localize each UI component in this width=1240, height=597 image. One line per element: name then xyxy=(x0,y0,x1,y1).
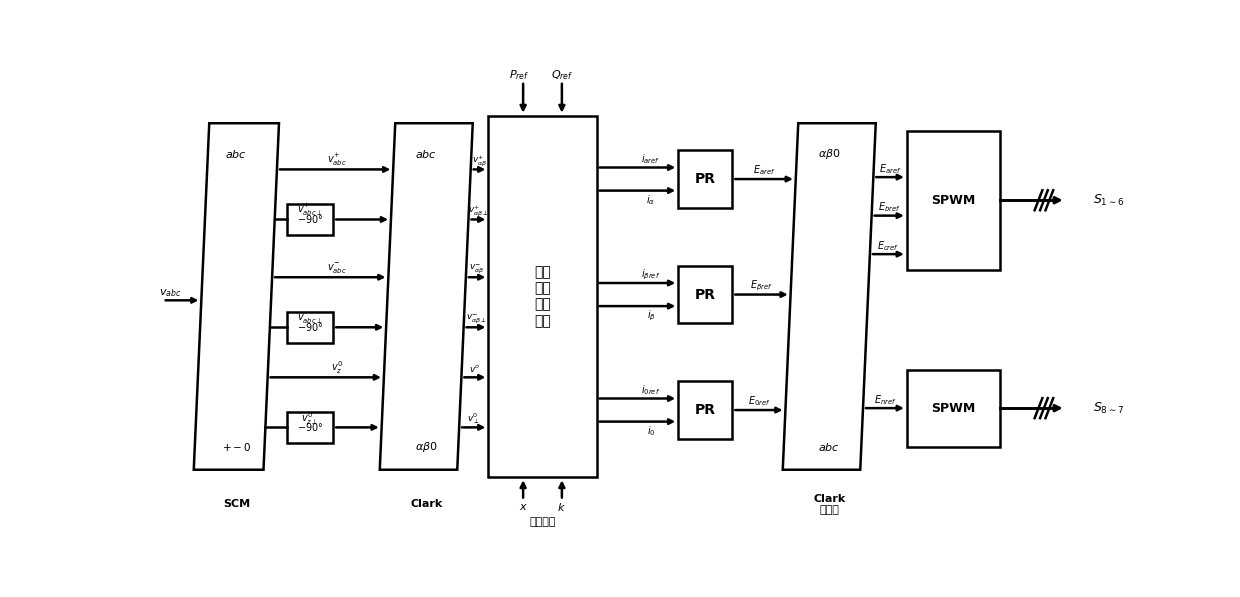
Text: 参考
电流
计算
单元: 参考 电流 计算 单元 xyxy=(534,265,551,328)
Text: $v_{\alpha\beta}^{-}$: $v_{\alpha\beta}^{-}$ xyxy=(470,263,485,275)
Text: $k$: $k$ xyxy=(558,501,567,513)
Text: Clark: Clark xyxy=(410,499,443,509)
Bar xyxy=(286,412,334,443)
Bar xyxy=(489,116,596,478)
Text: $E_{aref}$: $E_{aref}$ xyxy=(753,164,775,177)
Text: $i_{\beta}$: $i_{\beta}$ xyxy=(646,308,656,322)
Text: $E_{nref}$: $E_{nref}$ xyxy=(873,393,897,407)
Text: SPWM: SPWM xyxy=(931,402,976,415)
Text: $v^{o}$: $v^{o}$ xyxy=(469,364,480,374)
Polygon shape xyxy=(782,123,875,470)
Text: $-90°$: $-90°$ xyxy=(296,321,324,333)
Text: $-90°$: $-90°$ xyxy=(296,421,324,433)
Text: $v_{abc}^{+}$: $v_{abc}^{+}$ xyxy=(327,152,347,168)
Text: $i_{\alpha}$: $i_{\alpha}$ xyxy=(646,193,656,207)
Text: $v_{z\perp}^{0}$: $v_{z\perp}^{0}$ xyxy=(301,410,319,426)
Text: $x$: $x$ xyxy=(518,501,527,512)
Text: $P_{ref}$: $P_{ref}$ xyxy=(510,69,529,82)
Text: $i_{0}$: $i_{0}$ xyxy=(647,424,655,438)
Polygon shape xyxy=(193,123,279,470)
Text: SCM: SCM xyxy=(223,499,250,509)
Text: PR: PR xyxy=(694,288,715,301)
Text: $\alpha\beta0$: $\alpha\beta0$ xyxy=(818,147,841,161)
Text: $E_{\beta ref}$: $E_{\beta ref}$ xyxy=(750,279,773,293)
Text: $i_{0ref}$: $i_{0ref}$ xyxy=(641,383,661,397)
Text: $Q_{ref}$: $Q_{ref}$ xyxy=(551,69,573,82)
Text: $v_{abc\perp}^{-}$: $v_{abc\perp}^{-}$ xyxy=(298,311,322,325)
Text: $v_{\alpha\beta}^{+}$: $v_{\alpha\beta}^{+}$ xyxy=(471,153,487,168)
Text: $E_{aref}$: $E_{aref}$ xyxy=(879,162,901,176)
Polygon shape xyxy=(379,123,472,470)
Text: $E_{bref}$: $E_{bref}$ xyxy=(878,200,900,214)
Text: $E_{0ref}$: $E_{0ref}$ xyxy=(748,395,770,408)
Bar xyxy=(678,381,733,439)
Text: $abc$: $abc$ xyxy=(415,148,438,160)
Text: $i_{aref}$: $i_{aref}$ xyxy=(641,152,661,166)
Text: $v_{\perp}^{0}$: $v_{\perp}^{0}$ xyxy=(467,411,480,426)
Bar xyxy=(678,150,733,208)
Text: $+-0$: $+-0$ xyxy=(222,441,250,453)
Text: 模式选择: 模式选择 xyxy=(529,517,556,527)
Text: PR: PR xyxy=(694,172,715,186)
Text: $v_{\alpha\beta\perp}^{+}$: $v_{\alpha\beta\perp}^{+}$ xyxy=(467,204,489,219)
Text: $abc$: $abc$ xyxy=(818,441,841,453)
Bar xyxy=(286,312,334,343)
Text: $S_{8\sim7}$: $S_{8\sim7}$ xyxy=(1092,401,1123,416)
Text: $v_{\alpha\beta\perp}^{-}$: $v_{\alpha\beta\perp}^{-}$ xyxy=(465,312,486,325)
Bar xyxy=(678,266,733,324)
Bar xyxy=(906,131,999,269)
Text: $i_{\beta ref}$: $i_{\beta ref}$ xyxy=(641,267,661,282)
Text: $v_z^{0}$: $v_z^{0}$ xyxy=(331,359,343,377)
Text: $E_{cref}$: $E_{cref}$ xyxy=(877,239,899,253)
Text: $-90°$: $-90°$ xyxy=(296,214,324,226)
Text: $v_{abc}$: $v_{abc}$ xyxy=(159,287,181,298)
Text: $\alpha\beta0$: $\alpha\beta0$ xyxy=(415,439,438,454)
Text: $v_{abc}^{-}$: $v_{abc}^{-}$ xyxy=(327,261,347,275)
Bar xyxy=(906,370,999,447)
Text: $abc$: $abc$ xyxy=(226,148,247,160)
Text: $S_{1\sim6}$: $S_{1\sim6}$ xyxy=(1092,193,1123,208)
Text: SPWM: SPWM xyxy=(931,194,976,207)
Bar xyxy=(286,204,334,235)
Text: $v_{abc\perp}^{+}$: $v_{abc\perp}^{+}$ xyxy=(298,202,322,219)
Text: PR: PR xyxy=(694,403,715,417)
Text: Clark
反变换: Clark 反变换 xyxy=(813,494,846,515)
